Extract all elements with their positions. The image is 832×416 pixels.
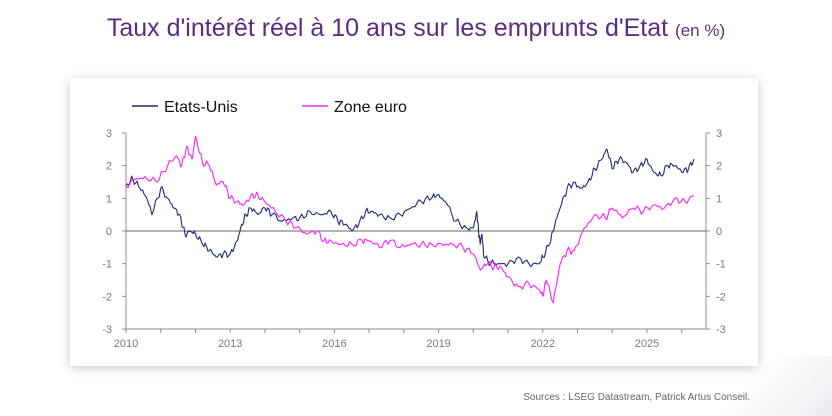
y-tick-label-right: -2 bbox=[716, 291, 726, 303]
legend-label-zone-euro: Zone euro bbox=[334, 99, 407, 116]
y-tick-label-right: 0 bbox=[716, 226, 722, 238]
chart-title: Taux d'intérêt réel à 10 ans sur les emp… bbox=[0, 14, 832, 43]
y-tick-label-left: 1 bbox=[106, 193, 112, 205]
y-tick-label-right: -3 bbox=[716, 324, 726, 336]
series-line-etats-unis bbox=[125, 148, 695, 268]
chart-panel: 3 2 1 0 -1 -2 -3 3 2 1 0 -1 -2 -3 2010 2013 2016 2019 2022… bbox=[70, 78, 758, 366]
x-tick-label: 2019 bbox=[426, 338, 450, 350]
y-tick-label-left: 0 bbox=[106, 226, 112, 238]
x-tick-label: 2013 bbox=[218, 338, 242, 350]
y-tick-label-right: 2 bbox=[716, 161, 722, 173]
x-tick-label: 2025 bbox=[635, 338, 659, 350]
y-tick-label-left: -3 bbox=[102, 324, 112, 336]
x-tick-label: 2022 bbox=[531, 338, 555, 350]
x-tick-label: 2016 bbox=[322, 338, 346, 350]
y-tick-label-left: 2 bbox=[106, 161, 112, 173]
source-note: Sources : LSEG Datastream, Patrick Artus… bbox=[523, 392, 750, 403]
series-line-zone-euro bbox=[125, 135, 695, 304]
y-tick-label-right: 3 bbox=[716, 128, 722, 140]
y-tick-label-left: -1 bbox=[102, 259, 112, 271]
y-tick-label-right: 1 bbox=[716, 193, 722, 205]
legend-label-etats-unis: Etats-Unis bbox=[164, 99, 238, 116]
chart-title-unit: (en %) bbox=[675, 21, 726, 40]
chart-title-text: Taux d'intérêt réel à 10 ans sur les emp… bbox=[106, 14, 669, 42]
x-tick-label: 2010 bbox=[114, 338, 138, 350]
y-tick-label-left: -2 bbox=[102, 291, 112, 303]
y-tick-label-right: -1 bbox=[716, 259, 726, 271]
y-tick-label-left: 3 bbox=[106, 128, 112, 140]
decorative-corner bbox=[692, 356, 832, 416]
